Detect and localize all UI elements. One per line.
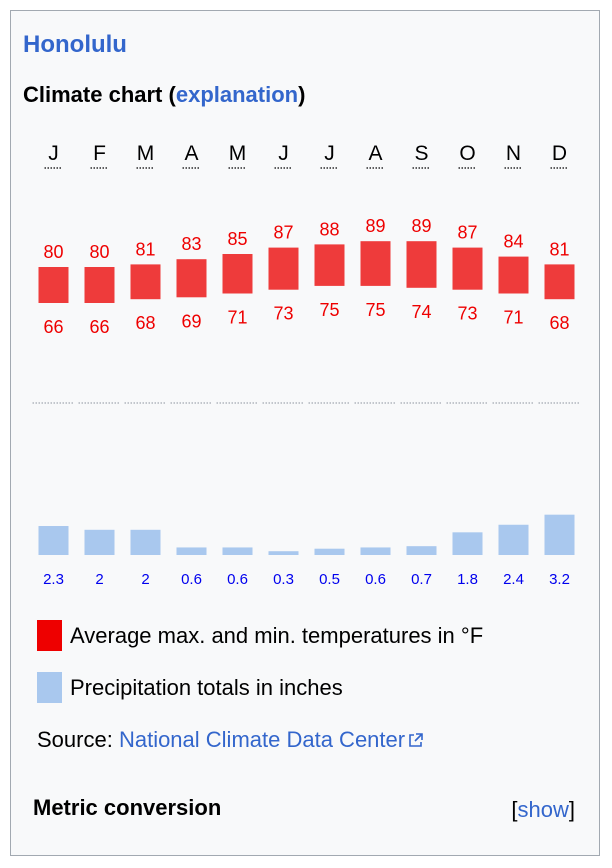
- precip-label: 1.8: [457, 571, 478, 588]
- precip-bar: [130, 529, 161, 555]
- precip-bar: [222, 547, 253, 555]
- min-temp-label: 68: [549, 313, 569, 333]
- precip-bar: [360, 547, 391, 555]
- max-temp-label: 80: [43, 242, 63, 262]
- min-temp-label: 75: [319, 300, 339, 320]
- precip-bar: [176, 547, 207, 555]
- min-temp-label: 66: [89, 317, 109, 337]
- min-temp-label: 69: [181, 311, 201, 331]
- month-label: S: [414, 142, 428, 165]
- precip-bar: [544, 514, 575, 555]
- min-temp-label: 73: [273, 304, 293, 324]
- month-label: N: [506, 142, 521, 165]
- external-link-icon: [409, 733, 423, 747]
- month-label: F: [93, 142, 106, 165]
- temp-range-bar: [176, 259, 207, 298]
- precip-swatch: [37, 672, 62, 703]
- temp-range-bar: [222, 254, 253, 294]
- temp-range-bar: [130, 264, 161, 300]
- min-temp-label: 73: [457, 304, 477, 324]
- min-temp-label: 75: [365, 300, 385, 320]
- month-label: M: [137, 142, 155, 165]
- chart-title-text: Climate chart: [23, 82, 163, 107]
- source-line: Source: National Climate Data Center: [37, 727, 424, 753]
- min-temp-label: 66: [43, 317, 63, 337]
- max-temp-label: 83: [181, 234, 201, 254]
- precip-label: 0.6: [365, 571, 386, 588]
- max-temp-label: 89: [411, 216, 431, 236]
- min-temp-label: 74: [411, 302, 431, 322]
- legend-precipitation: Precipitation totals in inches: [37, 672, 343, 703]
- temp-range-bar: [360, 241, 391, 286]
- climate-chart: J 80 66 2.3 F 80 66 2 M 81 68 2 A 83 69 0.6 M 85 71 0.6 J 87 7…: [32, 142, 581, 588]
- source-link-text: National Climate Data Center: [118, 727, 406, 752]
- legend-temperature: Average max. and min. temperatures in °F: [37, 620, 483, 651]
- precip-label: 2: [95, 571, 103, 588]
- temp-range-bar: [452, 247, 483, 290]
- metric-conversion-label: Metric conversion: [33, 795, 222, 820]
- legend-precip-label: Precipitation totals in inches: [70, 674, 343, 700]
- max-temp-label: 80: [89, 242, 109, 262]
- max-temp-label: 88: [319, 219, 339, 239]
- temp-range-bar: [498, 256, 529, 294]
- source-prefix: Source:: [37, 727, 113, 752]
- show-toggle: [show]: [511, 797, 575, 822]
- temperature-swatch: [37, 620, 62, 651]
- precip-label: 0.3: [273, 571, 294, 588]
- precip-label: 0.7: [411, 571, 432, 588]
- min-temp-label: 71: [503, 308, 523, 328]
- precip-label: 0.6: [227, 571, 248, 588]
- precip-bar: [314, 548, 345, 555]
- legend-temperature-label: Average max. and min. temperatures in °F: [70, 622, 484, 648]
- min-temp-label: 68: [135, 313, 155, 333]
- temp-range-bar: [268, 247, 299, 290]
- precip-bar: [406, 546, 437, 555]
- precip-bar: [38, 526, 69, 555]
- precip-bar: [268, 551, 299, 555]
- month-label: J: [278, 142, 289, 165]
- precip-bar: [452, 532, 483, 555]
- precip-label: 2.3: [43, 571, 64, 588]
- precip-label: 3.2: [549, 571, 570, 588]
- precip-label: 2.4: [503, 571, 524, 588]
- max-temp-label: 81: [135, 239, 155, 259]
- temp-range-bar: [544, 264, 575, 300]
- max-temp-label: 84: [503, 232, 523, 252]
- month-label: O: [459, 142, 475, 165]
- temp-range-bar: [314, 244, 345, 286]
- month-label: A: [184, 142, 198, 165]
- temp-range-bar: [406, 241, 437, 288]
- max-temp-label: 89: [365, 216, 385, 236]
- explanation-link[interactable]: explanation: [175, 82, 299, 107]
- month-label: J: [324, 142, 335, 165]
- city-title-link[interactable]: Honolulu: [23, 31, 127, 58]
- chart-title: Climate chart (explanation): [23, 82, 306, 107]
- precip-bar: [498, 524, 529, 555]
- max-temp-label: 87: [457, 223, 477, 243]
- source-link[interactable]: National Climate Data Center: [119, 727, 424, 752]
- month-label: M: [229, 142, 247, 165]
- precip-label: 2: [141, 571, 149, 588]
- show-link[interactable]: show: [517, 797, 569, 822]
- climate-chart-box: Honolulu Climate chart (explanation) J 80…: [10, 10, 600, 856]
- min-temp-label: 71: [227, 308, 247, 328]
- temp-range-bar: [84, 267, 115, 303]
- precip-label: 0.6: [181, 571, 202, 588]
- max-temp-label: 85: [227, 229, 247, 249]
- max-temp-label: 81: [549, 239, 569, 259]
- precip-label: 0.5: [319, 571, 340, 588]
- month-label: A: [368, 142, 382, 165]
- precip-bar: [84, 529, 115, 555]
- max-temp-label: 87: [273, 223, 293, 243]
- month-label: D: [552, 142, 567, 165]
- month-label: J: [48, 142, 59, 165]
- temp-range-bar: [38, 267, 69, 303]
